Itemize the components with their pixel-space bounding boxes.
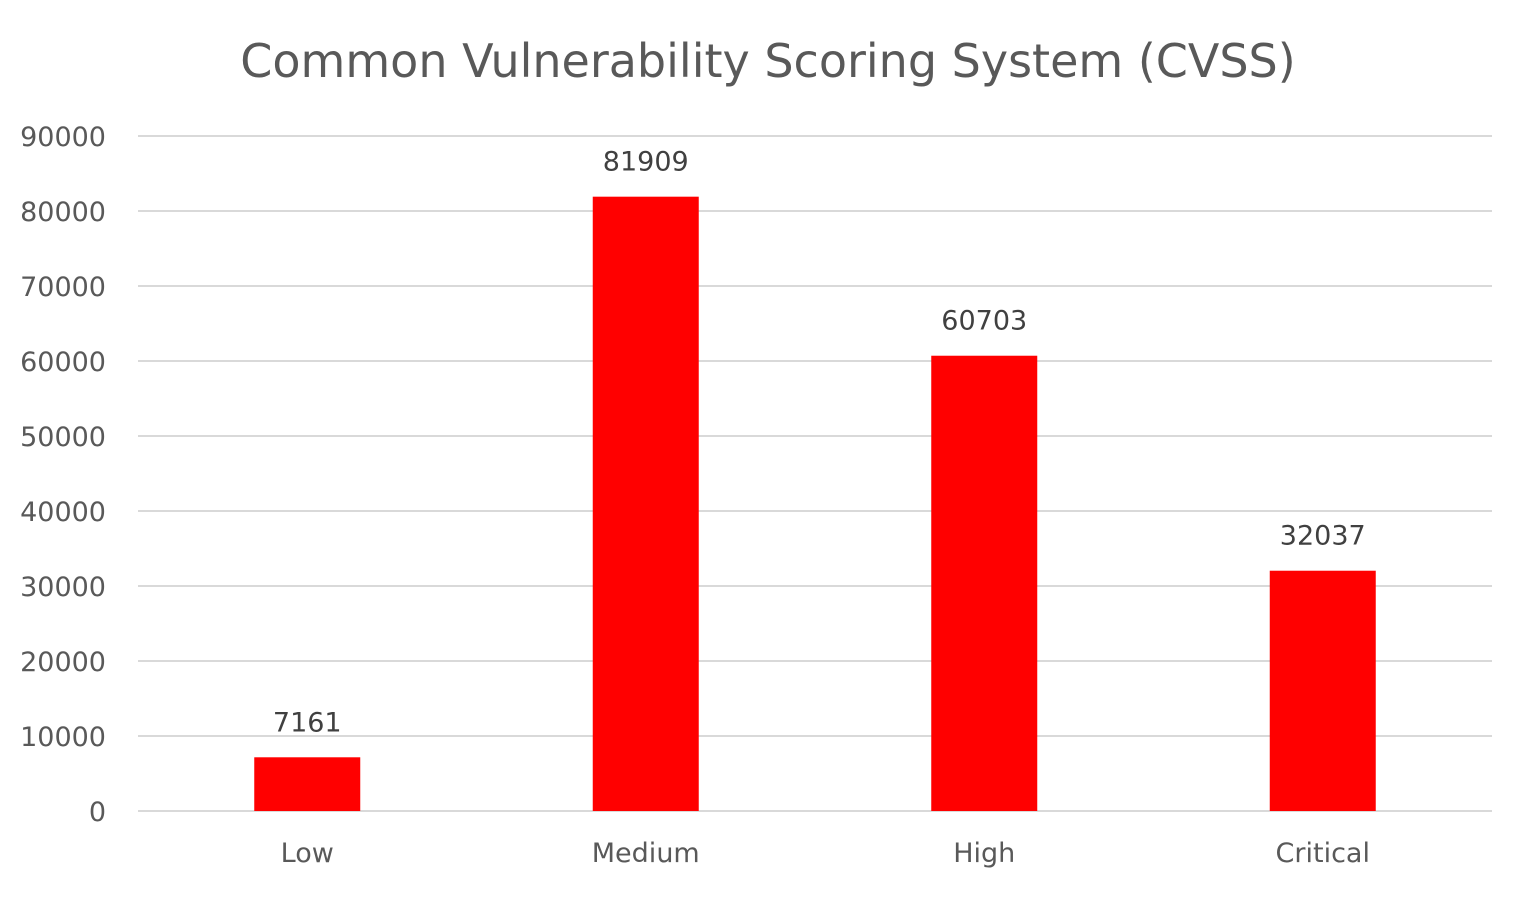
y-tick-label: 70000 <box>20 272 106 303</box>
category-label-medium: Medium <box>592 838 700 869</box>
chart-title: Common Vulnerability Scoring System (CVS… <box>240 34 1296 88</box>
data-label-critical: 32037 <box>1280 521 1366 552</box>
category-label-low: Low <box>281 838 334 869</box>
bars <box>254 196 1376 811</box>
data-label-medium: 81909 <box>603 147 689 178</box>
bar-high <box>931 355 1038 811</box>
y-tick-label: 40000 <box>20 497 106 528</box>
y-tick-label: 90000 <box>20 122 106 153</box>
y-tick-label: 30000 <box>20 572 106 603</box>
x-axis-categories: Low Medium High Critical <box>281 838 1370 869</box>
y-tick-label: 0 <box>89 797 106 828</box>
y-tick-label: 50000 <box>20 422 106 453</box>
gridlines <box>138 135 1492 812</box>
category-label-critical: Critical <box>1276 838 1370 869</box>
bar-critical <box>1269 570 1376 811</box>
bar-low <box>254 757 361 811</box>
y-tick-label: 10000 <box>20 722 106 753</box>
bar-medium <box>592 196 699 811</box>
y-axis-ticks: 0 10000 20000 30000 40000 50000 60000 70000 8000… <box>20 122 106 828</box>
data-label-low: 7161 <box>273 707 342 738</box>
y-tick-label: 60000 <box>20 347 106 378</box>
y-tick-label: 20000 <box>20 647 106 678</box>
data-labels: 7161 81909 60703 32037 <box>273 147 1366 739</box>
data-label-high: 60703 <box>941 306 1027 337</box>
y-tick-label: 80000 <box>20 197 106 228</box>
category-label-high: High <box>953 838 1015 869</box>
